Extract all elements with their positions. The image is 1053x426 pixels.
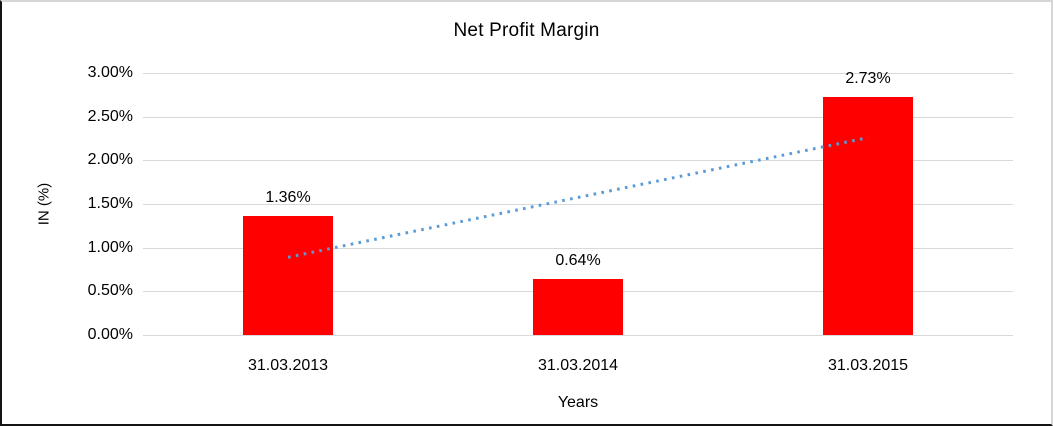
bar — [243, 216, 333, 335]
y-tick-label: 1.00% — [87, 239, 133, 256]
gridline — [143, 117, 1013, 118]
bar-value-label: 0.64% — [555, 252, 601, 269]
y-axis-title: IN (%) — [35, 182, 53, 226]
bar — [533, 279, 623, 335]
y-tick-label: 3.00% — [87, 64, 133, 81]
y-tick-label: 1.50% — [87, 195, 133, 212]
y-tick-label: 0.00% — [87, 326, 133, 343]
trendline — [287, 136, 869, 259]
bar-value-label: 1.36% — [265, 189, 311, 206]
y-tick-label: 0.50% — [87, 282, 133, 299]
x-tick-label: 31.03.2014 — [537, 357, 619, 374]
bar — [823, 97, 913, 335]
x-tick-label: 31.03.2015 — [827, 357, 909, 374]
bar-value-label: 2.73% — [845, 70, 891, 87]
gridline — [143, 248, 1013, 249]
x-tick-label: 31.03.2013 — [247, 357, 329, 374]
gridline — [143, 160, 1013, 161]
gridline — [143, 335, 1013, 336]
y-tick-label: 2.50% — [87, 108, 133, 125]
chart-title: Net Profit Margin — [453, 20, 600, 41]
gridline — [143, 73, 1013, 74]
y-tick-label: 2.00% — [87, 151, 133, 168]
gridline — [143, 204, 1013, 205]
x-axis-title: Years — [557, 394, 599, 411]
